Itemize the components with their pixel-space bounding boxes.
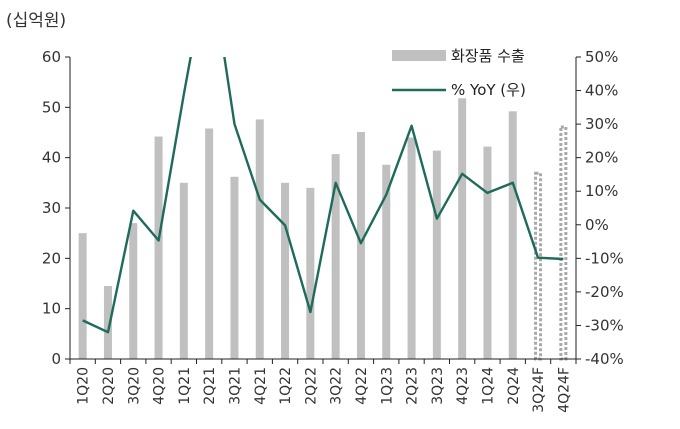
bar <box>407 137 416 359</box>
x-tick-label: 4Q20 <box>152 367 168 405</box>
legend-line-label: % YoY (우) <box>451 81 526 99</box>
x-tick-label: 2Q20 <box>101 367 117 405</box>
x-tick-label: 1Q20 <box>76 367 92 405</box>
legend-bar-swatch <box>392 50 446 61</box>
bar <box>432 150 441 359</box>
left-tick-label: 10 <box>42 300 61 318</box>
bar <box>129 223 138 359</box>
x-tick-label: 3Q24F <box>531 367 547 413</box>
right-tick-label: 0% <box>585 216 609 234</box>
bar <box>281 182 290 359</box>
line-series-group <box>82 57 564 334</box>
left-tick-label: 40 <box>42 149 61 167</box>
x-tick-label: 2Q23 <box>405 367 421 405</box>
yoy-line <box>82 57 564 334</box>
bar-series-group <box>78 98 517 360</box>
x-tick-label: 3Q20 <box>126 367 142 405</box>
left-tick-label: 20 <box>42 249 61 267</box>
x-tick-label: 4Q22 <box>354 367 370 405</box>
bar <box>255 119 264 359</box>
forecast-bar-group <box>534 125 568 361</box>
bar <box>382 164 391 359</box>
legend: 화장품 수출 % YoY (우) <box>392 47 526 99</box>
x-tick-label: 4Q24F <box>556 367 572 413</box>
left-tick-label: 0 <box>51 350 61 368</box>
right-tick-label: -30% <box>585 316 624 334</box>
bar <box>458 98 467 360</box>
x-tick-label: 1Q23 <box>379 367 395 405</box>
forecast-bar <box>559 125 568 361</box>
right-tick-label: 30% <box>585 115 618 133</box>
bar <box>306 187 315 359</box>
forecast-bar <box>534 171 543 361</box>
bar <box>103 286 112 359</box>
legend-bar-label: 화장품 수출 <box>451 47 525 65</box>
right-tick-label: -20% <box>585 283 624 301</box>
bar <box>179 182 188 359</box>
left-tick-label: 50 <box>42 98 61 116</box>
bar <box>78 233 87 359</box>
x-tick-label: 2Q22 <box>303 367 319 405</box>
x-tick-label: 4Q21 <box>253 367 269 405</box>
y-axis-unit-label: (십억원) <box>6 11 67 31</box>
right-tick-label: 40% <box>585 82 618 100</box>
right-tick-label: 50% <box>585 48 618 66</box>
bar <box>205 128 214 359</box>
x-tick-label: 2Q21 <box>202 367 218 405</box>
bar <box>508 111 517 359</box>
x-tick-label: 4Q23 <box>455 367 471 405</box>
x-tick-label: 3Q21 <box>227 367 243 405</box>
x-tick-label: 3Q23 <box>430 367 446 405</box>
x-tick-label: 1Q21 <box>177 367 193 405</box>
right-tick-label: -40% <box>585 350 624 368</box>
axes-group: 0 10 20 30 40 50 60 -40% -30% -20% -10% 0% 10% 20% 30%… <box>42 48 624 413</box>
left-tick-label: 30 <box>42 199 61 217</box>
x-tick-label: 3Q22 <box>329 367 345 405</box>
right-tick-label: 20% <box>585 149 618 167</box>
bar <box>483 146 492 359</box>
right-tick-label: -10% <box>585 249 624 267</box>
bar <box>356 131 365 359</box>
x-tick-label: 2Q24 <box>506 367 522 405</box>
x-tick-label: 1Q24 <box>480 367 496 405</box>
right-tick-label: 10% <box>585 182 618 200</box>
bar <box>230 176 239 359</box>
bar <box>154 136 163 359</box>
x-tick-label: 1Q22 <box>278 367 294 405</box>
left-tick-label: 60 <box>42 48 61 66</box>
bar <box>331 154 340 359</box>
